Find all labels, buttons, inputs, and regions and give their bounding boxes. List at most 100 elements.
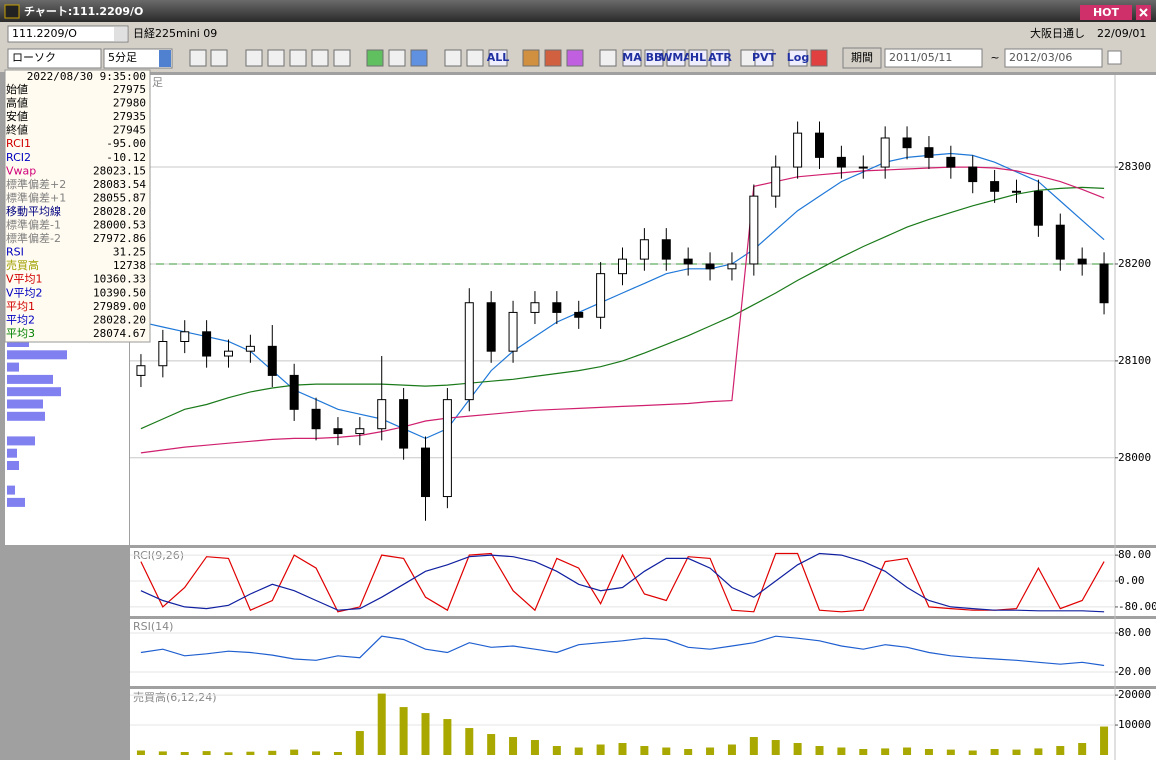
symbol-name: 日経225mini 09 xyxy=(133,27,217,40)
tool-icon[interactable] xyxy=(522,49,540,67)
tool-icon[interactable] xyxy=(410,49,428,67)
profile-bar xyxy=(7,448,17,458)
y-tick-label: 20.00 xyxy=(1118,665,1151,678)
candle-body xyxy=(727,263,737,270)
candle-body xyxy=(224,350,233,357)
title-bar xyxy=(0,0,1156,22)
interval-select[interactable] xyxy=(103,48,173,69)
volume-bar xyxy=(158,751,167,755)
tool-icon[interactable] xyxy=(267,49,285,67)
dropdown-arrow[interactable] xyxy=(159,50,171,67)
candle-body xyxy=(1012,190,1021,193)
tool-icon[interactable] xyxy=(289,49,307,67)
tool-icon[interactable] xyxy=(466,49,484,67)
toolbar-button[interactable] xyxy=(754,49,774,67)
tool-icon[interactable] xyxy=(311,49,329,67)
tilde: ~ xyxy=(990,51,999,64)
candle-body xyxy=(596,273,606,318)
volume-bar xyxy=(421,713,430,755)
tool-icon[interactable] xyxy=(444,49,462,67)
tool-icon[interactable] xyxy=(366,49,384,67)
volume-bar xyxy=(640,746,649,755)
volume-bar xyxy=(771,740,780,755)
window-title: チャート:111.2209/O xyxy=(24,5,143,18)
style-select[interactable] xyxy=(7,48,102,69)
candle-body xyxy=(267,345,277,376)
info-label: 標準偏差+1 xyxy=(6,190,66,204)
tool-icon[interactable] xyxy=(210,49,228,67)
symbol-box[interactable] xyxy=(7,25,129,43)
app-icon xyxy=(4,4,20,19)
tool-icon[interactable] xyxy=(333,49,351,67)
y-tick-label: 10000 xyxy=(1118,718,1151,731)
volume-bar xyxy=(684,749,693,755)
toolbar-button-label: WMA xyxy=(660,51,692,64)
info-value: 28028.20 xyxy=(93,313,146,326)
profile-bar xyxy=(7,350,67,360)
checkbox[interactable] xyxy=(1107,50,1122,65)
tool-icon[interactable] xyxy=(566,49,584,67)
indicator-line xyxy=(140,552,1105,613)
profile-bar xyxy=(7,497,25,507)
volume-bar xyxy=(574,747,583,755)
info-value: 28055.87 xyxy=(93,191,146,204)
from-date-box[interactable] xyxy=(884,48,983,68)
candle-body xyxy=(289,374,299,410)
info-value: 28028.20 xyxy=(93,205,146,218)
tool-icon[interactable] xyxy=(245,49,263,67)
tool-icon[interactable] xyxy=(189,49,207,67)
toolbar-button[interactable] xyxy=(488,49,508,67)
candle-body xyxy=(377,399,387,430)
panel-title: 足 xyxy=(152,76,163,89)
toolbar-button[interactable] xyxy=(622,49,642,67)
tool-icon[interactable] xyxy=(388,49,406,67)
info-label: 売買高 xyxy=(6,258,39,272)
toolbar-button[interactable] xyxy=(644,49,664,67)
info-label: 移動平均線 xyxy=(6,204,61,218)
toolbar-button-label: BB xyxy=(646,51,663,64)
tool-icon[interactable] xyxy=(810,49,828,67)
volume-bar xyxy=(1034,748,1043,755)
candle-body xyxy=(552,302,562,313)
candle-body xyxy=(311,408,321,430)
hot-button[interactable] xyxy=(1080,5,1132,20)
volume-bar xyxy=(399,707,408,755)
volume-bar xyxy=(136,750,145,755)
candle-body xyxy=(793,132,803,168)
indicator-line xyxy=(140,635,1105,667)
volume-bar xyxy=(881,748,890,755)
info-value: 28083.54 xyxy=(93,178,146,191)
info-value: 27980 xyxy=(113,97,146,110)
toolbar-button[interactable] xyxy=(666,49,686,67)
candle-body xyxy=(749,195,759,265)
toolbar-button[interactable] xyxy=(710,49,730,67)
toolbar-button[interactable] xyxy=(688,49,708,67)
info-value: 28000.53 xyxy=(93,219,146,232)
candle-body xyxy=(661,239,671,260)
y-tick-label: 28300 xyxy=(1118,160,1151,173)
candle-body xyxy=(705,263,715,270)
tool-icon[interactable] xyxy=(544,49,562,67)
candle-body xyxy=(990,181,1000,192)
info-value: 27935 xyxy=(113,110,146,123)
toolbar-button[interactable] xyxy=(788,49,808,67)
profile-bar xyxy=(7,485,15,495)
volume-bar xyxy=(596,744,605,755)
volume-bar xyxy=(1100,726,1109,755)
candle-body xyxy=(1033,190,1043,226)
volume-bar xyxy=(793,743,802,755)
period-button[interactable] xyxy=(842,47,882,69)
volume-bar xyxy=(224,752,233,755)
tool-icon[interactable] xyxy=(599,49,617,67)
to-date-box[interactable] xyxy=(1004,48,1103,68)
dropdown-arrow[interactable] xyxy=(114,27,127,41)
volume-bar xyxy=(312,751,321,755)
info-value: 27989.00 xyxy=(93,300,146,313)
info-label: 標準偏差-2 xyxy=(6,231,61,245)
candle-body xyxy=(968,166,978,183)
info-label: V平均2 xyxy=(6,286,43,299)
candle-body xyxy=(618,258,627,275)
profile-bar xyxy=(7,461,19,470)
volume-bar xyxy=(903,747,912,755)
rsi-panel xyxy=(130,619,1156,686)
